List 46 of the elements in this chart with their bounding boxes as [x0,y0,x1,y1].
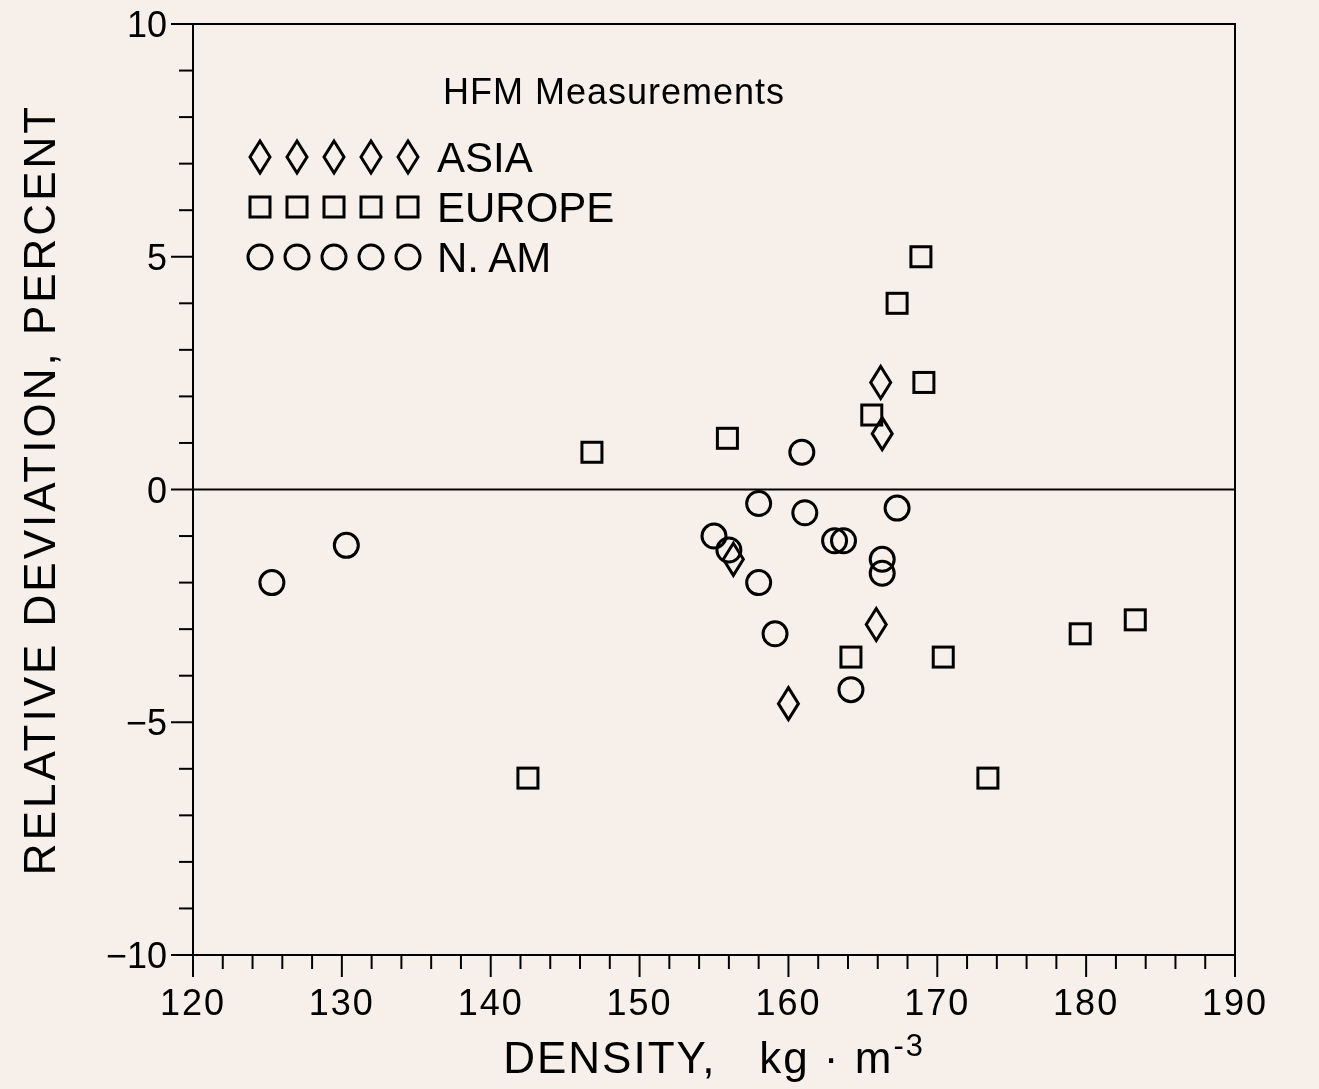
x-tick-label: 190 [1201,982,1269,1023]
point [839,645,863,669]
point [868,559,896,587]
x-tick-label: 130 [308,982,375,1023]
y-tick-label: −10 [105,935,167,976]
point [745,569,773,597]
point [909,245,933,269]
point [788,438,816,466]
point [883,494,911,522]
point [516,766,540,790]
point [1123,608,1147,632]
point [912,370,936,394]
x-tick-label: 180 [1053,982,1120,1023]
point [791,499,819,527]
y-tick-label: 0 [146,469,167,511]
point [837,676,865,704]
x-axis-title: DENSITY, kg · m$^{-3}$ [503,1027,925,1082]
point [931,645,955,669]
point [761,620,789,648]
point [258,569,286,597]
point [580,440,604,464]
point [1068,622,1092,646]
point [745,489,773,517]
y-tick-label: 10 [126,4,167,45]
legend-label: N. AM [437,234,552,281]
x-tick-label: 150 [606,982,673,1023]
point [332,531,360,559]
y-axis-title: RELATIVE DEVIATION, PERCENT [15,103,64,876]
point [715,536,743,564]
legend-title: HFM Measurements [443,71,786,112]
x-tick-label: 160 [755,982,822,1023]
point [885,291,909,315]
x-tick-label: 140 [457,982,524,1023]
point [860,403,884,427]
x-tick-label: 170 [904,982,971,1023]
point [868,545,896,573]
point [700,522,728,550]
point [715,426,739,450]
point [821,527,849,555]
y-tick-label: 5 [146,236,167,278]
y-tick-label: −5 [125,702,167,744]
legend-label: ASIA [437,134,533,181]
point [830,527,858,555]
x-tick-label: 120 [159,982,227,1023]
point [976,766,1000,790]
legend-label: EUROPE [437,184,615,231]
